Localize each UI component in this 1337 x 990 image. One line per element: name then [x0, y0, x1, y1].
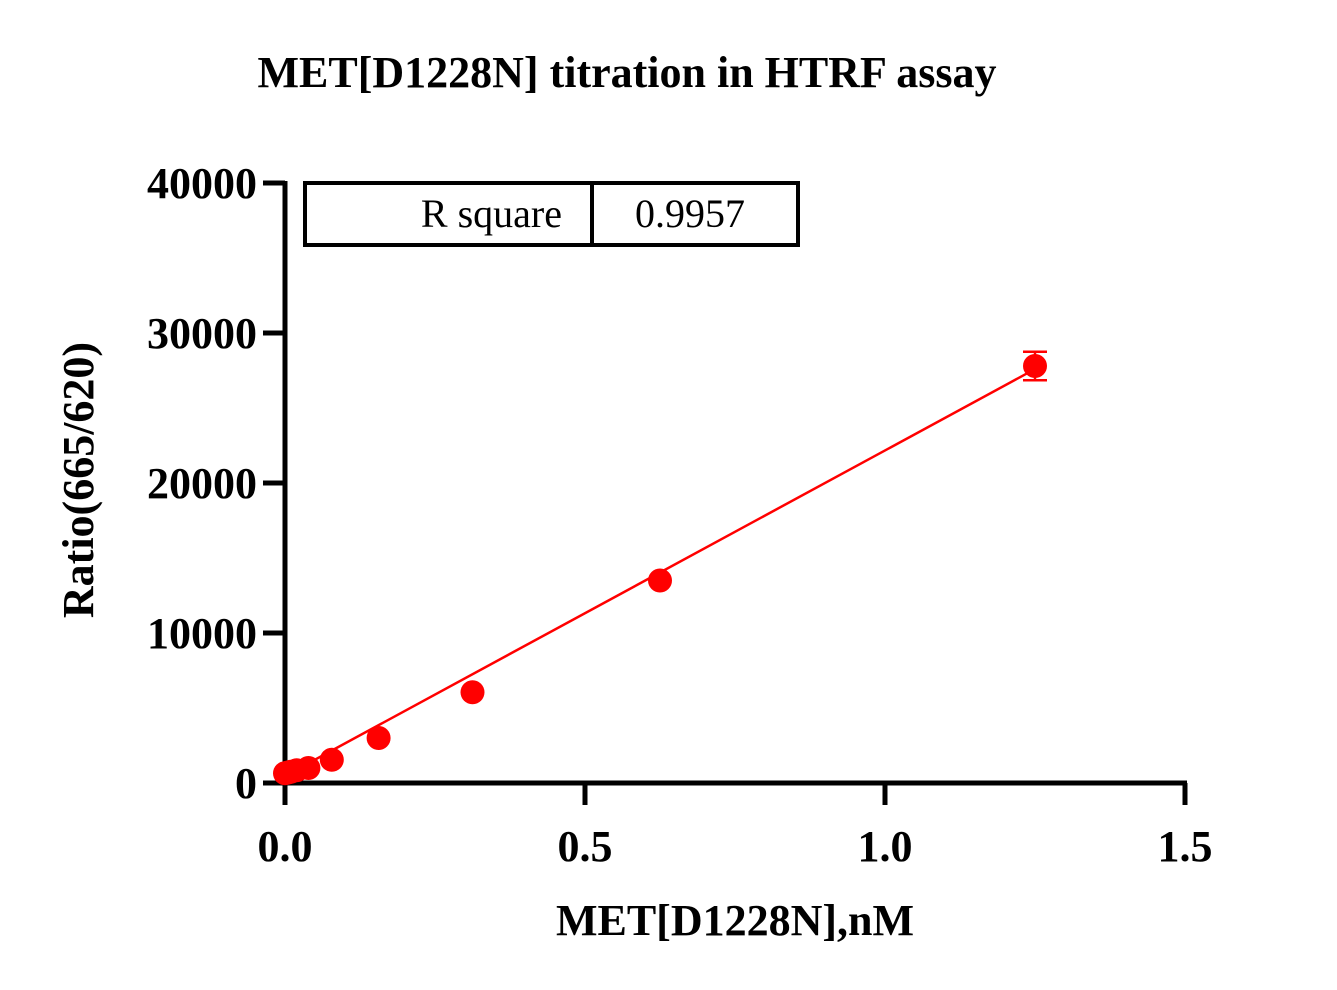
- data-point: [648, 568, 672, 593]
- y-tick-label: 40000: [147, 159, 257, 208]
- x-tick-label: 0.5: [558, 822, 613, 871]
- data-point: [296, 756, 321, 780]
- r-square-table: R square 0.9957: [303, 181, 800, 247]
- x-axis-label: MET[D1228N],nM: [556, 896, 914, 945]
- chart-title: MET[D1228N] titration in HTRF assay: [257, 48, 996, 97]
- data-point: [366, 726, 391, 750]
- x-tick-label: 1.5: [1158, 822, 1213, 871]
- data-point: [460, 680, 485, 705]
- y-axis-label: Ratio(665/620): [54, 342, 103, 618]
- y-tick-label: 20000: [147, 459, 257, 508]
- r-square-label: R square: [421, 191, 562, 236]
- y-tick-label: 30000: [147, 309, 257, 358]
- data-point: [319, 747, 344, 772]
- y-tick-label: 10000: [147, 609, 257, 658]
- x-tick-label: 0.0: [258, 822, 313, 871]
- r-square-value: 0.9957: [635, 191, 745, 236]
- x-tick-label: 1.0: [858, 822, 913, 871]
- data-point: [1023, 354, 1047, 378]
- y-tick-label: 0: [235, 759, 257, 808]
